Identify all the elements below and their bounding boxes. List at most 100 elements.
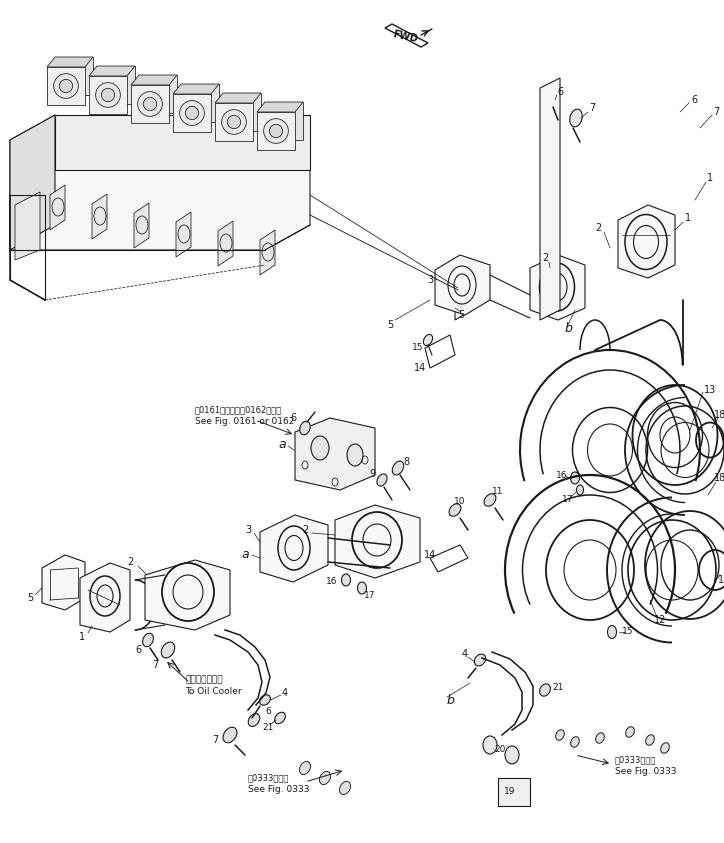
Polygon shape [295, 418, 375, 490]
Text: 第0333図参照: 第0333図参照 [615, 755, 657, 765]
Bar [498, 778, 530, 806]
Ellipse shape [161, 642, 174, 658]
Text: 11: 11 [492, 487, 504, 497]
Polygon shape [335, 505, 420, 578]
Ellipse shape [143, 633, 153, 647]
Text: 21: 21 [262, 723, 274, 733]
Polygon shape [55, 115, 310, 170]
Polygon shape [218, 221, 233, 266]
Ellipse shape [556, 730, 564, 740]
Polygon shape [173, 94, 211, 132]
Text: 2: 2 [595, 223, 601, 233]
Polygon shape [47, 67, 85, 105]
Ellipse shape [143, 97, 156, 110]
Ellipse shape [101, 89, 114, 102]
Text: See Fig. 0333: See Fig. 0333 [615, 767, 676, 776]
Text: 第0161図または第0162図参照: 第0161図または第0162図参照 [195, 405, 282, 415]
Text: 3: 3 [245, 525, 251, 535]
Ellipse shape [311, 436, 329, 460]
Text: 6: 6 [290, 413, 296, 423]
Text: 12: 12 [654, 615, 666, 625]
Ellipse shape [626, 727, 634, 738]
Ellipse shape [54, 73, 78, 99]
Text: オイルクーラヘ: オイルクーラヘ [185, 675, 222, 685]
Text: 8: 8 [403, 457, 409, 467]
Text: See Fig. 0161 or 0162: See Fig. 0161 or 0162 [195, 417, 295, 427]
Polygon shape [260, 515, 328, 582]
Ellipse shape [607, 626, 617, 638]
Polygon shape [265, 102, 303, 140]
Ellipse shape [260, 695, 271, 706]
Polygon shape [540, 78, 560, 320]
Text: 2: 2 [127, 557, 133, 567]
Text: 5: 5 [458, 310, 464, 320]
Text: 14: 14 [414, 363, 426, 373]
Polygon shape [134, 203, 149, 248]
Ellipse shape [222, 110, 246, 134]
Polygon shape [10, 170, 310, 250]
Text: b: b [564, 321, 572, 335]
Text: 5: 5 [387, 320, 393, 330]
Polygon shape [42, 555, 85, 610]
Ellipse shape [596, 733, 605, 744]
Ellipse shape [269, 125, 282, 137]
Polygon shape [215, 93, 261, 103]
Text: 14: 14 [424, 550, 436, 560]
Ellipse shape [248, 713, 260, 727]
Text: 17: 17 [563, 496, 573, 504]
Polygon shape [176, 212, 191, 257]
Text: a: a [278, 438, 286, 452]
Text: 2: 2 [302, 525, 308, 535]
Ellipse shape [483, 736, 497, 754]
Text: 19: 19 [504, 787, 515, 797]
Ellipse shape [185, 106, 198, 120]
Text: 13: 13 [704, 385, 716, 395]
Polygon shape [139, 75, 177, 113]
Ellipse shape [661, 743, 669, 754]
Polygon shape [260, 230, 275, 275]
Text: To Oil Cooler: To Oil Cooler [185, 688, 242, 696]
Ellipse shape [180, 100, 204, 126]
Ellipse shape [646, 735, 654, 745]
Text: 9: 9 [369, 469, 375, 479]
Polygon shape [131, 75, 177, 85]
Ellipse shape [300, 422, 311, 435]
Polygon shape [181, 84, 219, 122]
Text: 16: 16 [327, 577, 338, 587]
Ellipse shape [300, 761, 311, 775]
Polygon shape [10, 115, 55, 195]
Polygon shape [10, 115, 55, 250]
Text: 18: 18 [714, 473, 724, 483]
Text: 4: 4 [462, 649, 468, 659]
Polygon shape [430, 545, 468, 572]
Polygon shape [455, 278, 475, 320]
Ellipse shape [274, 712, 285, 724]
Polygon shape [50, 185, 65, 230]
Text: a: a [241, 549, 249, 561]
Ellipse shape [227, 115, 240, 129]
Ellipse shape [96, 83, 120, 107]
Text: 1: 1 [79, 632, 85, 642]
Text: 5: 5 [27, 593, 33, 603]
Ellipse shape [59, 79, 72, 93]
Text: 17: 17 [364, 590, 376, 599]
Polygon shape [89, 66, 135, 76]
Ellipse shape [424, 335, 432, 346]
Ellipse shape [484, 494, 496, 507]
Ellipse shape [571, 472, 579, 484]
Polygon shape [15, 192, 40, 260]
Ellipse shape [392, 461, 404, 475]
Polygon shape [97, 66, 135, 104]
Ellipse shape [377, 474, 387, 486]
Ellipse shape [358, 582, 366, 594]
Polygon shape [47, 57, 93, 67]
Text: 2: 2 [542, 253, 548, 263]
Ellipse shape [340, 781, 350, 795]
Ellipse shape [264, 119, 288, 143]
Polygon shape [385, 24, 428, 47]
Text: 16: 16 [556, 470, 568, 480]
Polygon shape [435, 255, 490, 315]
Text: 1: 1 [707, 173, 713, 183]
Text: 15: 15 [622, 627, 634, 636]
Ellipse shape [449, 504, 461, 516]
